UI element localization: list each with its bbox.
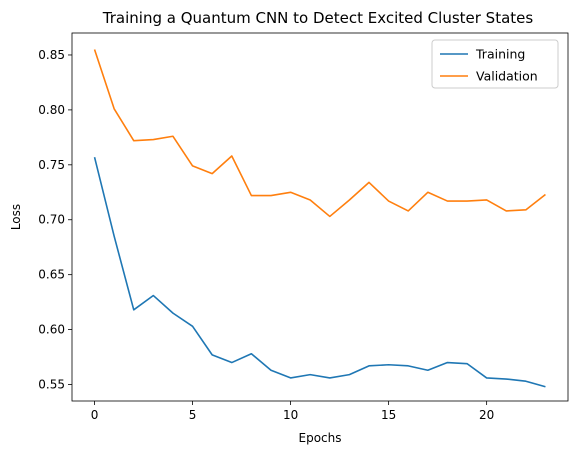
- legend-label-training: Training: [475, 47, 525, 62]
- x-axis-label: Epochs: [299, 431, 342, 445]
- y-tick-label: 0.55: [38, 378, 65, 392]
- y-tick-label: 0.70: [38, 213, 65, 227]
- y-axis-label: Loss: [9, 204, 23, 230]
- y-tick-label: 0.80: [38, 103, 65, 117]
- plot-frame: [71, 32, 569, 402]
- validation-series-line: [93, 49, 546, 218]
- training-series-line: [93, 156, 546, 388]
- x-tick-label: 15: [381, 408, 396, 422]
- legend-label-validation: Validation: [476, 69, 538, 84]
- chart-title: Training a Quantum CNN to Detect Excited…: [102, 9, 534, 27]
- y-tick-label: 0.85: [38, 48, 65, 62]
- y-tick-label: 0.60: [38, 323, 65, 337]
- y-tick-label: 0.75: [38, 158, 65, 172]
- x-tick-label: 0: [91, 408, 99, 422]
- x-tick-label: 20: [479, 408, 494, 422]
- x-tick-label: 10: [283, 408, 298, 422]
- x-tick-label: 5: [189, 408, 197, 422]
- y-tick-label: 0.65: [38, 268, 65, 282]
- legend: Training Validation: [431, 39, 559, 89]
